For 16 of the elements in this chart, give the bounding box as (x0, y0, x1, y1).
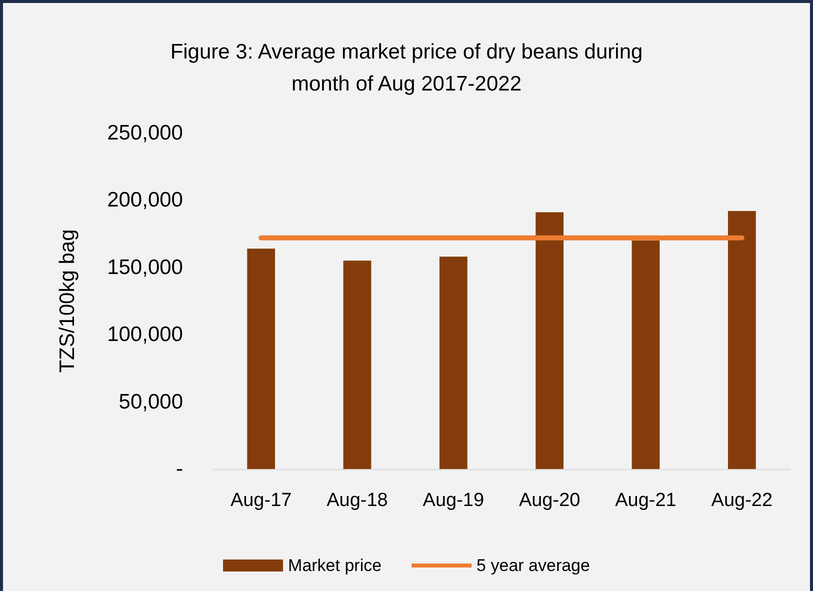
x-tick-label: Aug-18 (326, 490, 388, 511)
y-axis-title: TZS/100kg bag (56, 229, 79, 373)
legend-label: 5 year average (476, 556, 590, 575)
y-tick-label: 200,000 (107, 188, 183, 212)
x-tick-label: Aug-20 (518, 490, 580, 511)
chart-title: Figure 3: Average market price of dry beans during month of Aug 2017-2022 (170, 40, 643, 96)
x-tick-label: Aug-17 (230, 490, 292, 511)
y-tick-label: 100,000 (107, 323, 183, 346)
y-tick-label: - (176, 458, 183, 480)
y-tick-label: 50,000 (118, 390, 183, 414)
y-tick-label: 250,000 (107, 122, 183, 144)
y-tick-label: 150,000 (107, 256, 183, 279)
x-tick-label: Aug-21 (615, 490, 676, 511)
x-tick-label: Aug-19 (422, 490, 484, 511)
x-tick-label: Aug-22 (711, 490, 773, 511)
legend-label: Market price (288, 556, 382, 575)
